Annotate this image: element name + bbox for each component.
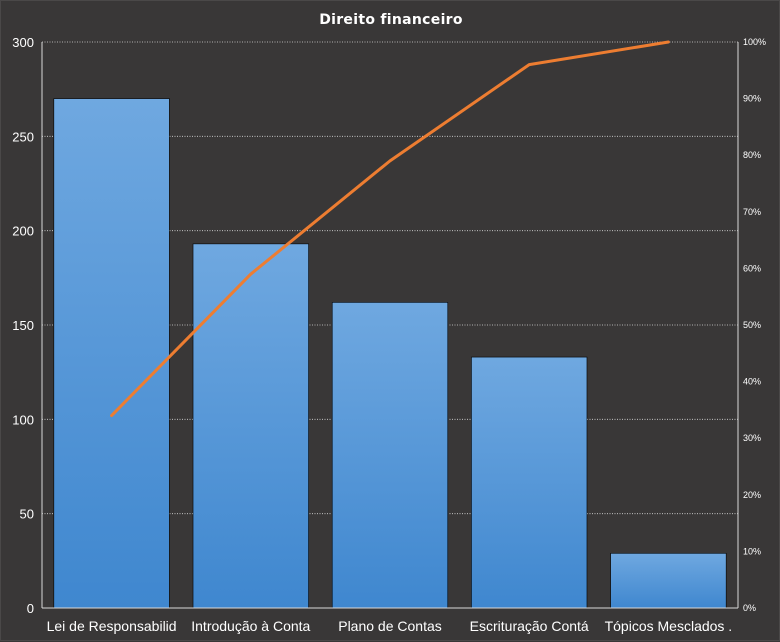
cumulative-line-layer: [110, 40, 670, 418]
x-tick-label: Tópicos Mesclados .: [605, 618, 733, 634]
bar: [331, 302, 449, 609]
y2-tick-label: 100%: [743, 37, 766, 47]
y-tick-label: 300: [12, 35, 34, 50]
y-tick-label: 0: [27, 601, 34, 616]
y2-tick-label: 50%: [743, 320, 761, 330]
axis-layer: 0 50 100 150 200 250 300 0% 10% 20% 30% 40% 50% 60% 70…: [12, 35, 766, 634]
y2-tick-label: 60%: [743, 263, 761, 273]
y2-tick-label: 90%: [743, 94, 761, 104]
y2-tick-label: 70%: [743, 207, 761, 217]
y2-tick-label: 20%: [743, 490, 761, 500]
bar: [610, 552, 727, 609]
chart-title: Direito financeiro: [319, 12, 463, 28]
y2-tick-label: 0%: [743, 603, 756, 613]
bar: [471, 356, 588, 609]
cumulative-percent-line: [110, 40, 670, 418]
y-tick-label: 250: [12, 129, 34, 144]
bar: [192, 243, 309, 609]
y-tick-label: 150: [12, 318, 34, 333]
y-tick-label: 100: [12, 412, 34, 427]
bar-layer: [53, 98, 727, 609]
y2-tick-label: 80%: [743, 150, 761, 160]
x-tick-label: Plano de Contas: [338, 618, 442, 634]
y-tick-label: 200: [12, 224, 34, 239]
y2-tick-label: 10%: [743, 546, 761, 556]
y2-tick-label: 40%: [743, 377, 761, 387]
x-tick-label: Escrituração Contá: [470, 618, 589, 634]
bar: [53, 98, 170, 609]
y2-tick-label: 30%: [743, 433, 761, 443]
x-tick-label: Introdução à Conta: [191, 618, 310, 634]
y-tick-label: 50: [20, 507, 34, 522]
x-tick-label: Lei de Responsabilid: [47, 618, 177, 634]
